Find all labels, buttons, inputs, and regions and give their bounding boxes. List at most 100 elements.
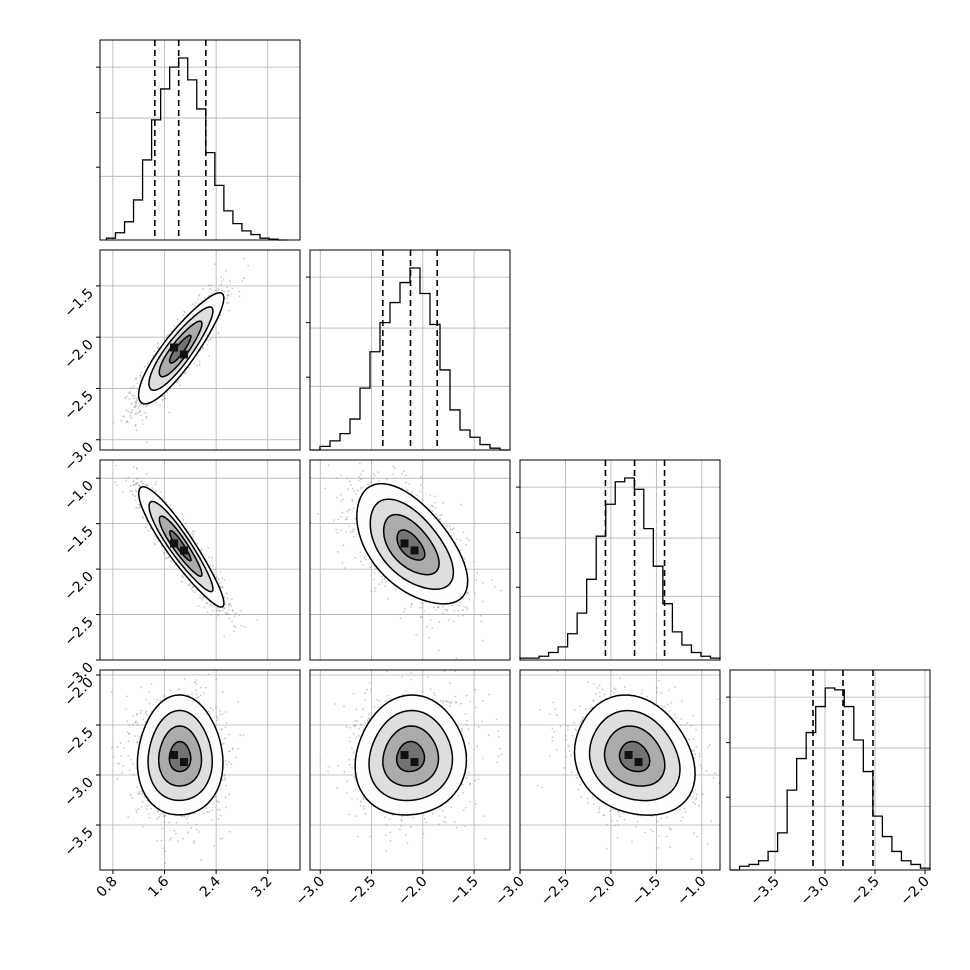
scatter-point	[206, 602, 209, 604]
scatter-point	[410, 490, 413, 493]
scatter-point	[198, 364, 201, 366]
scatter-point	[140, 806, 143, 808]
scatter-point	[141, 482, 144, 485]
scatter-point	[366, 483, 369, 486]
scatter-point	[673, 713, 676, 716]
scatter-point	[202, 347, 204, 350]
scatter-point	[138, 485, 141, 487]
scatter-point	[340, 529, 343, 531]
scatter-point	[459, 549, 462, 552]
scatter-point	[451, 528, 454, 531]
scatter-point	[444, 608, 446, 611]
scatter-point	[400, 819, 403, 822]
scatter-point	[683, 807, 686, 810]
scatter-point	[649, 828, 652, 831]
scatter-point	[207, 339, 210, 342]
scatter-point	[500, 753, 503, 756]
scatter-point	[135, 400, 138, 403]
scatter-point	[454, 670, 457, 673]
corner-plot-panels: −3.5 −3.0 −2.5 −2.0−1.5−2.0−2.5−3.0−1.0−1.5…	[61, 39, 933, 909]
scatter-point	[358, 475, 360, 478]
scatter-point	[399, 617, 402, 620]
scatter-point	[181, 815, 184, 818]
scatter-point	[598, 695, 601, 698]
scatter-point	[139, 409, 141, 412]
scatter-cloud	[110, 673, 245, 865]
scatter-point	[355, 493, 358, 495]
scatter-point	[159, 491, 162, 493]
scatter-point	[228, 750, 231, 753]
scatter-point	[206, 611, 209, 614]
scatter-point	[465, 806, 467, 809]
scatter-point	[477, 778, 480, 781]
density-peak	[624, 751, 633, 759]
scatter-point	[114, 481, 117, 483]
scatter-frame	[99, 249, 301, 451]
scatter-point	[348, 736, 351, 739]
scatter-point	[352, 528, 354, 531]
scatter-point	[131, 394, 134, 397]
histogram-panel-3	[516, 459, 721, 661]
scatter-point	[136, 712, 139, 715]
scatter-point	[141, 419, 144, 422]
scatter-point	[434, 501, 436, 504]
scatter-point	[359, 487, 362, 490]
scatter-point	[538, 709, 541, 711]
scatter-point	[603, 814, 606, 817]
scatter-point	[233, 615, 236, 618]
scatter-point	[154, 543, 157, 546]
scatter-point	[362, 563, 365, 566]
y-tick-label: −2.0	[61, 569, 96, 604]
scatter-point	[564, 735, 567, 737]
scatter-point	[592, 802, 595, 805]
scatter-point	[195, 823, 197, 826]
scatter-point	[466, 608, 469, 611]
scatter-point	[145, 415, 148, 418]
scatter-point	[209, 338, 212, 341]
scatter-point	[656, 820, 659, 823]
scatter-point	[135, 482, 138, 485]
scatter-point	[136, 481, 139, 484]
scatter-point	[421, 602, 424, 605]
scatter-point	[474, 706, 477, 709]
scatter-point	[586, 681, 589, 684]
scatter-point	[233, 624, 235, 627]
scatter-point	[458, 604, 460, 607]
scatter-point	[147, 690, 150, 693]
scatter-point	[134, 406, 137, 408]
scatter-point	[324, 487, 327, 490]
scatter-point	[433, 692, 435, 694]
scatter-point	[221, 577, 224, 580]
scatter-point	[124, 396, 127, 399]
scatter-point	[376, 663, 378, 665]
scatter-point	[693, 757, 696, 760]
scatter-point	[339, 493, 342, 496]
scatter-point	[658, 835, 661, 838]
scatter-point	[138, 374, 141, 377]
scatter-point	[439, 700, 442, 702]
scatter-point	[227, 608, 230, 611]
scatter-point	[438, 518, 441, 521]
scatter-point	[563, 766, 565, 769]
scatter-point	[137, 406, 140, 409]
scatter-point	[138, 404, 141, 407]
scatter-point	[195, 693, 198, 696]
scatter-point	[491, 579, 494, 582]
scatter-point	[136, 382, 139, 385]
scatter-point	[452, 532, 455, 535]
scatter-point	[392, 473, 395, 476]
scatter-point	[151, 487, 154, 490]
scatter-point	[212, 802, 215, 805]
scatter-point	[574, 728, 576, 731]
scatter-point	[481, 720, 484, 723]
histogram-step	[730, 687, 931, 871]
scatter-point	[188, 582, 191, 585]
scatter-point	[367, 717, 370, 720]
scatter-point	[452, 527, 455, 530]
scatter-point	[144, 483, 147, 486]
scatter-point	[141, 793, 144, 796]
scatter-point	[375, 699, 378, 701]
scatter-point	[419, 484, 422, 486]
scatter-point	[161, 827, 164, 830]
scatter-point	[419, 476, 422, 479]
